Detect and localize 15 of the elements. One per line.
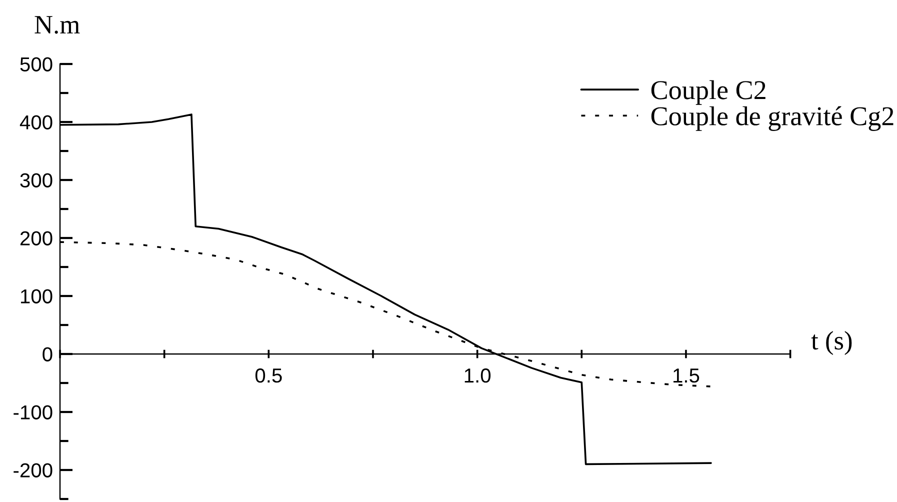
- x-tick-label: 1.0: [464, 368, 491, 383]
- legend-label: Couple de gravité Cg2: [651, 106, 894, 131]
- y-tick-label: 200: [20, 231, 52, 246]
- y-tick-label: 300: [20, 173, 52, 188]
- y-tick-label: -200: [14, 463, 52, 478]
- x-axis-title: t (s): [811, 331, 852, 355]
- legend-label: Couple C2: [651, 80, 766, 105]
- y-tick-label: 400: [20, 115, 52, 130]
- y-tick-label: 0: [42, 347, 52, 362]
- x-tick-label: 1.5: [674, 368, 700, 383]
- y-axis-title: N.m: [34, 16, 80, 34]
- y-tick-label: -100: [14, 405, 52, 420]
- x-tick-label: 0.5: [255, 368, 282, 383]
- y-tick-label: 500: [20, 57, 52, 72]
- y-tick-label: 100: [20, 289, 52, 304]
